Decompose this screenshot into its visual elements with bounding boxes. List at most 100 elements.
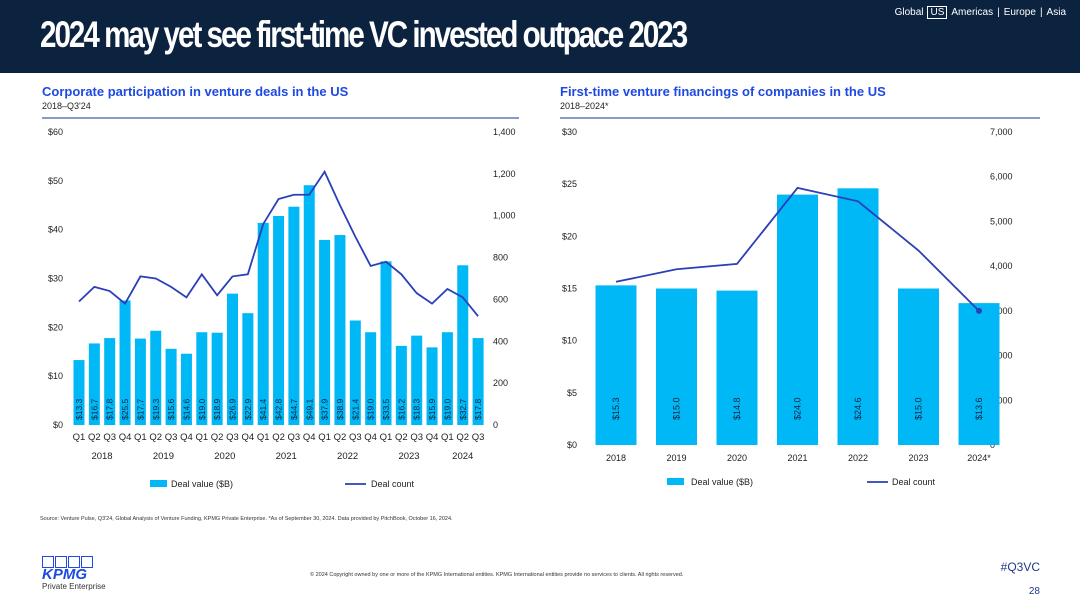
x-category-label: Q4 [303, 432, 316, 443]
x-category-label: Q3 [410, 432, 423, 443]
x-category-label: Q1 [380, 432, 393, 443]
bar-value-label: $41.4 [258, 398, 268, 420]
copyright: © 2024 Copyright owned by one or more of… [310, 572, 684, 578]
y-right-tick: 1,000 [990, 395, 1013, 405]
legend-bar-swatch [667, 478, 684, 485]
x-year-label: 2024 [452, 451, 473, 462]
x-category-label: Q2 [149, 432, 162, 443]
bar-value-label: $38.9 [335, 398, 345, 420]
kpmg-logo: KPMG Private Enterprise [42, 556, 106, 591]
x-category-label: Q1 [318, 432, 331, 443]
x-year-label: 2019 [153, 451, 174, 462]
bar-deal-value [472, 338, 484, 425]
y-right-tick: 5,000 [990, 216, 1013, 226]
x-category-label: Q4 [242, 432, 255, 443]
bar-value-label: $17.8 [105, 398, 115, 420]
hashtag: #Q3VC [1000, 560, 1040, 574]
y-left-tick: $15 [562, 284, 577, 294]
y-left-tick: $30 [562, 127, 577, 137]
y-left-tick: $20 [48, 322, 63, 332]
x-category-label: Q2 [334, 432, 347, 443]
bar-deal-value [334, 235, 346, 425]
bar-deal-value [273, 215, 285, 425]
bar-deal-value [150, 330, 162, 425]
region-nav: Global US Americas | Europe | Asia [894, 6, 1066, 19]
y-left-tick: $0 [567, 440, 577, 450]
x-category-label: Q4 [364, 432, 377, 443]
bar-value-label: $19.3 [151, 398, 161, 420]
x-category-label: Q4 [426, 432, 439, 443]
bar-deal-value [211, 332, 223, 425]
bar-deal-value [441, 332, 453, 425]
deal-count-line [615, 186, 980, 312]
x-category-label: Q1 [73, 432, 86, 443]
bar-deal-value [595, 285, 637, 445]
bar-value-label: $37.9 [320, 398, 330, 420]
bar-value-label: $14.8 [732, 397, 742, 420]
right-divider [560, 117, 1040, 119]
x-category-label: Q3 [226, 432, 239, 443]
x-category-label: Q4 [180, 432, 193, 443]
y-left-tick: $0 [53, 420, 63, 430]
bar-deal-value [119, 300, 131, 425]
y-right-tick: 6,000 [990, 172, 1013, 182]
header-bar: 2024 may yet see first-time VC invested … [0, 0, 1080, 73]
x-category-label: Q3 [472, 432, 485, 443]
bar-deal-value [426, 347, 438, 425]
region-global[interactable]: Global [894, 7, 924, 18]
x-category-label: Q1 [134, 432, 147, 443]
legend-deal-value: Deal value ($B) [171, 479, 233, 489]
x-category-label: 2021 [787, 453, 807, 463]
deal-count-line [78, 169, 479, 317]
bar-value-label: $13.6 [974, 397, 984, 420]
y-left-tick: $50 [48, 176, 63, 186]
legend-deal-count: Deal count [371, 479, 415, 489]
bar-deal-value [303, 185, 315, 425]
region-europe[interactable]: Europe [1003, 7, 1036, 18]
bar-deal-value [958, 303, 1000, 445]
region-asia[interactable]: Asia [1046, 7, 1066, 18]
x-category-label: 2018 [606, 453, 626, 463]
bar-value-label: $44.7 [289, 398, 299, 420]
x-category-label: Q2 [395, 432, 408, 443]
x-category-label: 2024* [967, 453, 991, 463]
y-right-tick: 400 [493, 336, 508, 346]
bar-value-label: $15.9 [427, 398, 437, 420]
y-right-tick: 200 [493, 378, 508, 388]
x-year-label: 2021 [276, 451, 297, 462]
y-right-tick: 3,000 [990, 306, 1013, 316]
left-divider [42, 117, 519, 119]
y-right-tick: 800 [493, 253, 508, 263]
bar-deal-value [288, 206, 300, 425]
bar-deal-value [395, 345, 407, 425]
bar-value-label: $19.0 [366, 398, 376, 420]
bar-value-label: $21.4 [350, 398, 360, 420]
x-year-label: 2022 [337, 451, 358, 462]
left-chart-title: Corporate participation in venture deals… [42, 84, 349, 99]
bar-deal-value [457, 265, 469, 425]
bar-value-label: $18.9 [212, 398, 222, 420]
bar-value-label: $17.7 [135, 398, 145, 420]
y-right-tick: 1,400 [493, 127, 516, 137]
y-right-tick: 1,000 [493, 211, 516, 221]
bar-value-label: $15.6 [166, 398, 176, 420]
y-left-tick: $40 [48, 225, 63, 235]
y-left-tick: $30 [48, 274, 63, 284]
bar-value-label: $49.1 [304, 398, 314, 420]
y-left-tick: $20 [562, 231, 577, 241]
bar-value-label: $13.3 [74, 398, 84, 420]
bar-value-label: $42.8 [274, 398, 284, 420]
region-us[interactable]: US [927, 6, 948, 19]
bar-deal-value [73, 360, 85, 425]
y-left-tick: $25 [562, 179, 577, 189]
region-americas[interactable]: Americas [951, 7, 994, 18]
bar-value-label: $16.2 [396, 398, 406, 420]
bar-value-label: $26.9 [228, 398, 238, 420]
bar-value-label: $15.0 [672, 397, 682, 420]
y-left-tick: $10 [48, 371, 63, 381]
y-left-tick: $5 [567, 388, 577, 398]
x-category-label: 2019 [666, 453, 686, 463]
x-category-label: 2020 [727, 453, 747, 463]
bar-value-label: $16.7 [89, 398, 99, 420]
x-year-label: 2023 [398, 451, 419, 462]
